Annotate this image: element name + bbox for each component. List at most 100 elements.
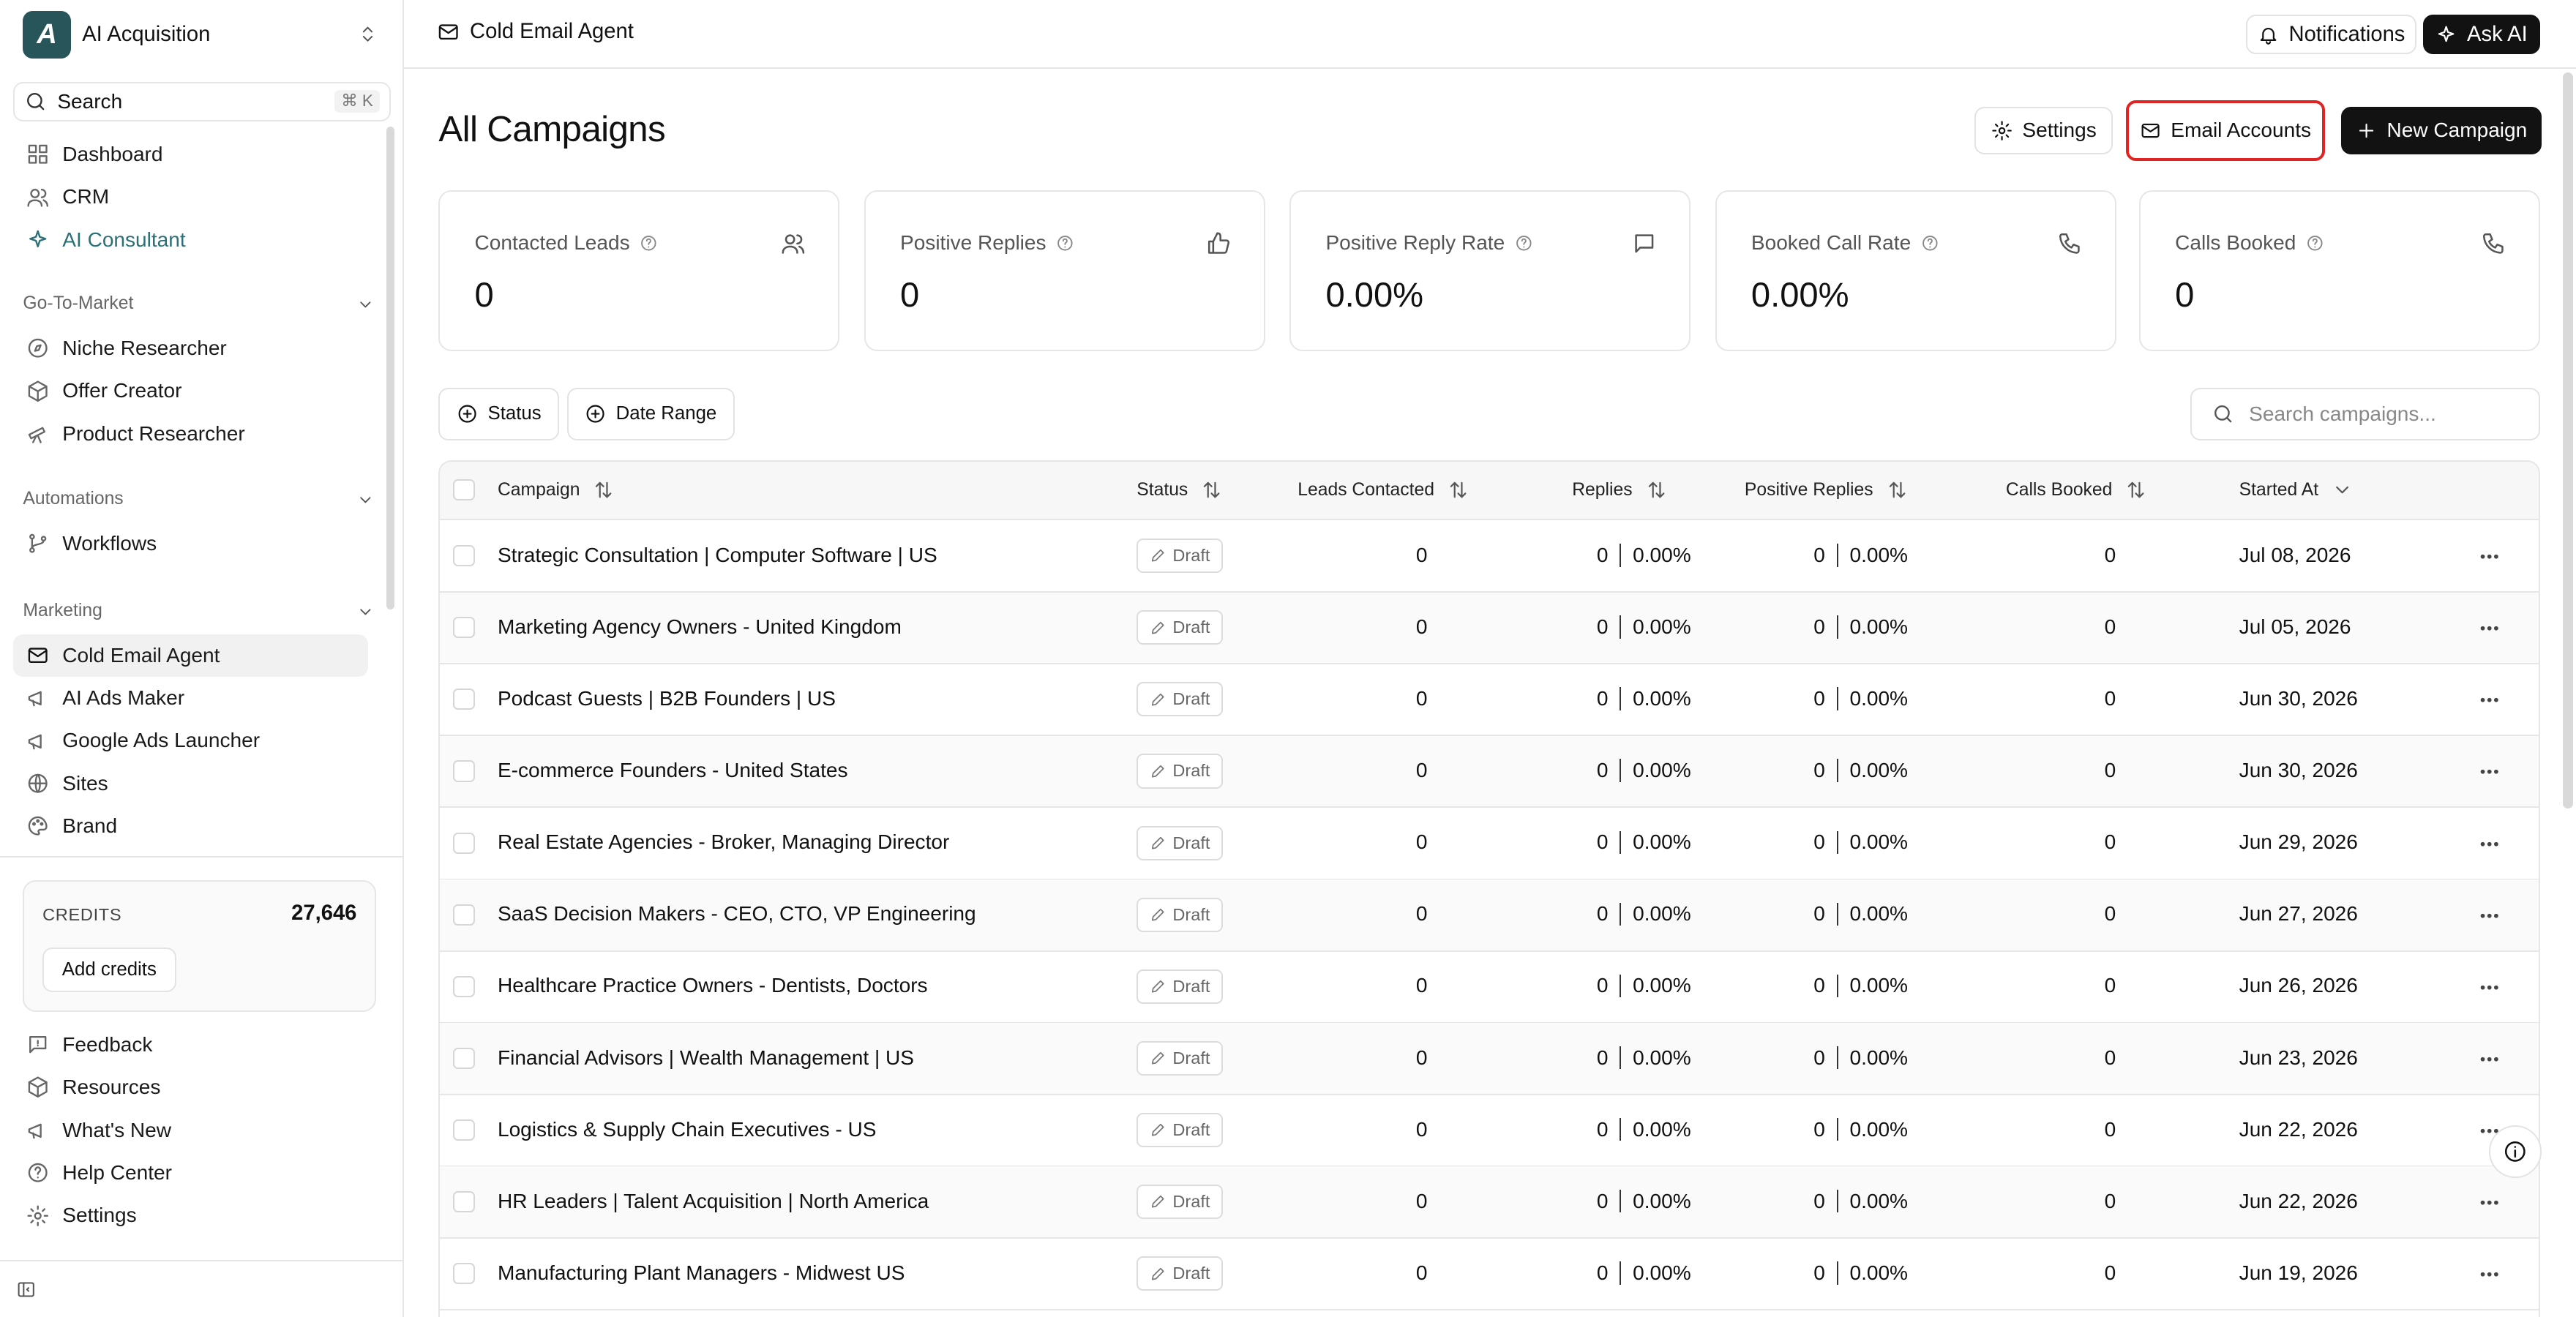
sidebar-item-whats-new[interactable]: What's New — [13, 1108, 368, 1151]
campaign-name[interactable]: Healthcare Practice Owners - Dentists, D… — [497, 974, 928, 997]
table-row[interactable]: Marketing Agency Owners - United Kingdom… — [440, 592, 2539, 665]
row-checkbox[interactable] — [453, 760, 475, 782]
sidebar-item-workflows[interactable]: Workflows — [13, 522, 368, 565]
notifications-button[interactable]: Notifications — [2245, 15, 2417, 55]
table-row[interactable]: Logistics & Supply Chain Executives - US… — [440, 1095, 2539, 1168]
section-go-to-market[interactable]: Go-To-Market — [23, 290, 374, 317]
row-checkbox[interactable] — [453, 545, 475, 567]
column-replies[interactable]: Replies — [1572, 479, 1666, 500]
more-options-icon[interactable] — [2478, 1119, 2501, 1142]
sidebar-search[interactable]: Search ⌘ K — [12, 82, 392, 122]
date-range-filter-button[interactable]: Date Range — [566, 387, 735, 440]
campaign-name[interactable]: Manufacturing Plant Managers - Midwest U… — [497, 1261, 905, 1284]
sidebar-item-ai-consultant[interactable]: AI Consultant — [13, 219, 368, 261]
select-all-checkbox[interactable] — [453, 479, 475, 501]
campaign-name[interactable]: Logistics & Supply Chain Executives - US — [497, 1117, 877, 1141]
row-checkbox[interactable] — [453, 1119, 475, 1141]
help-icon[interactable] — [2306, 234, 2324, 252]
section-automations[interactable]: Automations — [23, 487, 374, 513]
sidebar-item-dashboard[interactable]: Dashboard — [13, 133, 368, 176]
sidebar-item-feedback[interactable]: Feedback — [13, 1024, 368, 1066]
pencil-icon — [1150, 763, 1166, 779]
column-calls-booked[interactable]: Calls Booked — [2006, 479, 2147, 500]
sidebar-item-resources[interactable]: Resources — [13, 1066, 368, 1108]
more-options-icon[interactable] — [2478, 760, 2501, 783]
section-marketing[interactable]: Marketing — [23, 598, 374, 624]
help-icon[interactable] — [1515, 234, 1533, 252]
sidebar-item-ai-ads-maker[interactable]: AI Ads Maker — [13, 677, 368, 719]
table-row[interactable]: Financial Advisors | Wealth Management |… — [440, 1023, 2539, 1095]
sidebar-item-settings[interactable]: Settings — [13, 1194, 368, 1237]
started-at-value: Jun 30, 2026 — [2239, 759, 2358, 782]
column-leads-contacted[interactable]: Leads Contacted — [1298, 479, 1469, 500]
settings-button[interactable]: Settings — [1974, 106, 2113, 155]
row-checkbox[interactable] — [453, 617, 475, 639]
sidebar-item-crm[interactable]: CRM — [13, 176, 368, 218]
column-started-at[interactable]: Started At — [2239, 479, 2354, 500]
sidebar-scrollbar[interactable] — [386, 126, 394, 609]
table-row[interactable]: HR Leaders | Talent Acquisition | North … — [440, 1166, 2539, 1239]
sidebar-item-google-ads-launcher[interactable]: Google Ads Launcher — [13, 719, 368, 762]
more-options-icon[interactable] — [2478, 1263, 2501, 1286]
row-checkbox[interactable] — [453, 688, 475, 710]
column-positive-replies[interactable]: Positive Replies — [1745, 479, 1908, 500]
sidebar-item-niche-researcher[interactable]: Niche Researcher — [13, 327, 368, 369]
sidebar-item-offer-creator[interactable]: Offer Creator — [13, 369, 368, 412]
campaign-name[interactable]: Financial Advisors | Wealth Management |… — [497, 1046, 914, 1069]
table-row[interactable]: Real Estate Agencies - Broker, Managing … — [440, 808, 2539, 880]
sidebar-item-help-center[interactable]: Help Center — [13, 1152, 368, 1194]
help-icon[interactable] — [640, 234, 658, 252]
campaign-name[interactable]: Real Estate Agencies - Broker, Managing … — [497, 830, 950, 854]
campaign-name[interactable]: SaaS Decision Makers - CEO, CTO, VP Engi… — [497, 902, 976, 926]
row-checkbox[interactable] — [453, 975, 475, 997]
more-options-icon[interactable] — [2478, 1191, 2501, 1214]
sidebar-item-brand[interactable]: Brand — [13, 805, 368, 847]
stat-label-text: Booked Call Rate — [1751, 231, 1912, 255]
stat-label-text: Positive Reply Rate — [1325, 231, 1505, 255]
table-row[interactable]: Strategic Consultation | Computer Softwa… — [440, 520, 2539, 593]
sidebar-item-sites[interactable]: Sites — [13, 762, 368, 805]
positive-replies-value: 0 0.00% — [1813, 974, 1908, 998]
collapse-sidebar-icon[interactable] — [15, 1280, 37, 1299]
campaign-search-input[interactable] — [2249, 402, 2528, 426]
email-accounts-button[interactable]: Email Accounts — [2126, 100, 2325, 161]
row-checkbox[interactable] — [453, 832, 475, 854]
row-checkbox[interactable] — [453, 1191, 475, 1213]
new-campaign-button[interactable]: New Campaign — [2341, 106, 2542, 155]
info-button[interactable] — [2489, 1125, 2542, 1178]
column-status[interactable]: Status — [1137, 479, 1222, 500]
workspace-switcher[interactable]: A AI Acquisition — [23, 10, 384, 59]
help-icon[interactable] — [1056, 234, 1074, 252]
table-row[interactable]: Manufacturing Plant Managers - Midwest U… — [440, 1238, 2539, 1311]
ask-ai-button[interactable]: Ask AI — [2423, 15, 2540, 55]
sidebar-item-product-researcher[interactable]: Product Researcher — [13, 412, 368, 454]
more-options-icon[interactable] — [2478, 1048, 2501, 1070]
campaign-name[interactable]: Strategic Consultation | Computer Softwa… — [497, 543, 937, 566]
more-options-icon[interactable] — [2478, 904, 2501, 927]
row-checkbox[interactable] — [453, 1263, 475, 1285]
more-options-icon[interactable] — [2478, 833, 2501, 855]
campaign-name[interactable]: E-commerce Founders - United States — [497, 759, 848, 782]
table-row[interactable]: Podcast Guests | B2B Founders | US Draft 0… — [440, 664, 2539, 737]
table-row[interactable]: SaaS Decision Makers - CEO, CTO, VP Engi… — [440, 879, 2539, 952]
status-filter-button[interactable]: Status — [438, 387, 560, 440]
calls-booked-value: 0 — [2104, 1117, 2116, 1141]
more-options-icon[interactable] — [2478, 688, 2501, 711]
table-row[interactable]: E-commerce Founders - United States Draft… — [440, 735, 2539, 808]
row-checkbox[interactable] — [453, 904, 475, 926]
campaign-name[interactable]: Podcast Guests | B2B Founders | US — [497, 687, 836, 710]
more-options-icon[interactable] — [2478, 976, 2501, 999]
campaign-name[interactable]: Marketing Agency Owners - United Kingdom — [497, 615, 902, 638]
value-separator — [1620, 1046, 1622, 1070]
help-icon[interactable] — [1921, 234, 1939, 252]
column-campaign[interactable]: Campaign — [498, 479, 615, 500]
more-options-icon[interactable] — [2478, 617, 2501, 639]
leads-contacted-value: 0 — [1415, 1189, 1428, 1212]
more-options-icon[interactable] — [2478, 545, 2501, 568]
main-scrollbar[interactable] — [2563, 72, 2573, 808]
add-credits-button[interactable]: Add credits — [42, 948, 176, 992]
sidebar-item-cold-email-agent[interactable]: Cold Email Agent — [12, 634, 368, 677]
row-checkbox[interactable] — [453, 1047, 475, 1069]
table-row[interactable]: Healthcare Practice Owners - Dentists, D… — [440, 951, 2539, 1024]
campaign-name[interactable]: HR Leaders | Talent Acquisition | North … — [497, 1189, 929, 1212]
